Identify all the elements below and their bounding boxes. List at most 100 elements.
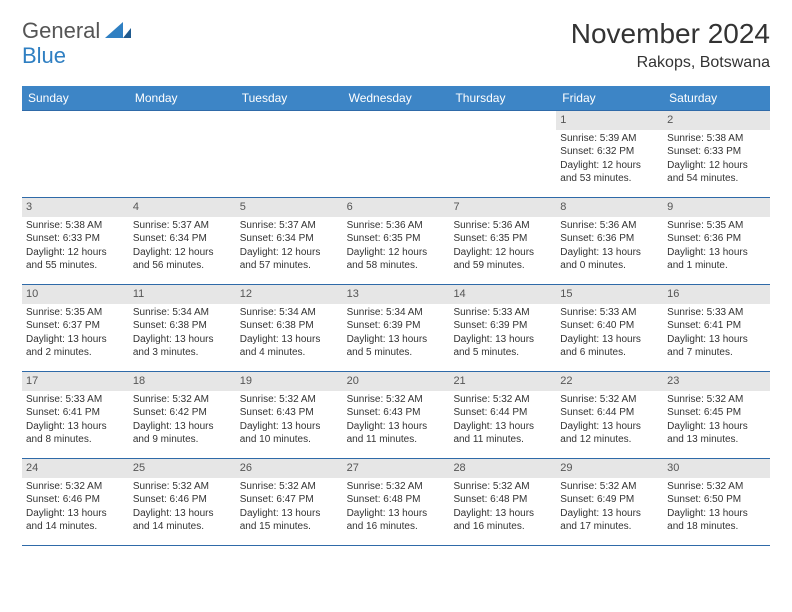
sunrise-text: Sunrise: 5:35 AM	[26, 306, 125, 320]
sunset-text: Sunset: 6:48 PM	[347, 493, 446, 507]
day-number: 6	[343, 198, 450, 217]
sunrise-text: Sunrise: 5:37 AM	[240, 219, 339, 233]
day-number: 5	[236, 198, 343, 217]
day-number: 10	[22, 285, 129, 304]
day-number: 30	[663, 459, 770, 478]
day-cell: .	[129, 111, 236, 197]
day-cell: 2Sunrise: 5:38 AMSunset: 6:33 PMDaylight…	[663, 111, 770, 197]
day-number: 21	[449, 372, 556, 391]
day-number: 8	[556, 198, 663, 217]
calendar: SundayMondayTuesdayWednesdayThursdayFrid…	[22, 86, 770, 546]
sunrise-text: Sunrise: 5:32 AM	[240, 480, 339, 494]
day-cell: 22Sunrise: 5:32 AMSunset: 6:44 PMDayligh…	[556, 372, 663, 458]
day-number: 25	[129, 459, 236, 478]
day-cell: 13Sunrise: 5:34 AMSunset: 6:39 PMDayligh…	[343, 285, 450, 371]
daylight-text: Daylight: 13 hours and 16 minutes.	[453, 507, 552, 534]
daylight-text: Daylight: 13 hours and 11 minutes.	[347, 420, 446, 447]
sunset-text: Sunset: 6:48 PM	[453, 493, 552, 507]
week-row: .....1Sunrise: 5:39 AMSunset: 6:32 PMDay…	[22, 110, 770, 198]
day-number: 29	[556, 459, 663, 478]
sunset-text: Sunset: 6:41 PM	[26, 406, 125, 420]
daylight-text: Daylight: 12 hours and 58 minutes.	[347, 246, 446, 273]
daylight-text: Daylight: 13 hours and 2 minutes.	[26, 333, 125, 360]
sunrise-text: Sunrise: 5:33 AM	[26, 393, 125, 407]
sunset-text: Sunset: 6:46 PM	[133, 493, 232, 507]
day-number: 22	[556, 372, 663, 391]
sunset-text: Sunset: 6:36 PM	[560, 232, 659, 246]
day-cell: .	[236, 111, 343, 197]
month-title: November 2024	[571, 18, 770, 50]
sunrise-text: Sunrise: 5:32 AM	[453, 480, 552, 494]
day-cell: 20 Sunrise: 5:32 AMSunset: 6:43 PMDayligh…	[343, 372, 450, 458]
day-cell: 19Sunrise: 5:32 AMSunset: 6:43 PMDayligh…	[236, 372, 343, 458]
day-cell: 14Sunrise: 5:33 AMSunset: 6:39 PMDayligh…	[449, 285, 556, 371]
daylight-text: Daylight: 13 hours and 14 minutes.	[133, 507, 232, 534]
sunrise-text: Sunrise: 5:32 AM	[26, 480, 125, 494]
sunrise-text: Sunrise: 5:32 AM	[560, 393, 659, 407]
sunset-text: Sunset: 6:37 PM	[26, 319, 125, 333]
daylight-text: Daylight: 13 hours and 4 minutes.	[240, 333, 339, 360]
day-cell: 24Sunrise: 5:32 AMSunset: 6:46 PMDayligh…	[22, 459, 129, 545]
daylight-text: Daylight: 13 hours and 1 minute.	[667, 246, 766, 273]
daylight-text: Daylight: 13 hours and 5 minutes.	[347, 333, 446, 360]
daylight-text: Daylight: 13 hours and 7 minutes.	[667, 333, 766, 360]
day-cell: 17Sunrise: 5:33 AMSunset: 6:41 PMDayligh…	[22, 372, 129, 458]
day-number: 26	[236, 459, 343, 478]
sunset-text: Sunset: 6:43 PM	[347, 406, 446, 420]
day-cell: 29Sunrise: 5:32 AMSunset: 6:49 PMDayligh…	[556, 459, 663, 545]
brand-part1: General	[22, 18, 100, 43]
weekday-header: Saturday	[663, 86, 770, 110]
day-cell: 23Sunrise: 5:32 AMSunset: 6:45 PMDayligh…	[663, 372, 770, 458]
weekday-header: Thursday	[449, 86, 556, 110]
sunrise-text: Sunrise: 5:35 AM	[667, 219, 766, 233]
daylight-text: Daylight: 13 hours and 3 minutes.	[133, 333, 232, 360]
week-row: 10Sunrise: 5:35 AMSunset: 6:37 PMDayligh…	[22, 285, 770, 372]
daylight-text: Daylight: 12 hours and 55 minutes.	[26, 246, 125, 273]
day-cell: 26Sunrise: 5:32 AMSunset: 6:47 PMDayligh…	[236, 459, 343, 545]
sunset-text: Sunset: 6:39 PM	[453, 319, 552, 333]
sunrise-text: Sunrise: 5:36 AM	[453, 219, 552, 233]
day-number: 12	[236, 285, 343, 304]
daylight-text: Daylight: 12 hours and 56 minutes.	[133, 246, 232, 273]
brand-logo: General Blue	[22, 18, 131, 69]
sunset-text: Sunset: 6:34 PM	[133, 232, 232, 246]
location-label: Rakops, Botswana	[571, 54, 770, 72]
day-cell: 30Sunrise: 5:32 AMSunset: 6:50 PMDayligh…	[663, 459, 770, 545]
daylight-text: Daylight: 13 hours and 14 minutes.	[26, 507, 125, 534]
daylight-text: Daylight: 13 hours and 5 minutes.	[453, 333, 552, 360]
sunrise-text: Sunrise: 5:32 AM	[133, 393, 232, 407]
day-number: 13	[343, 285, 450, 304]
daylight-text: Daylight: 13 hours and 11 minutes.	[453, 420, 552, 447]
brand-part2: Blue	[22, 43, 66, 68]
sunrise-text: Sunrise: 5:33 AM	[560, 306, 659, 320]
sunrise-text: Sunrise: 5:34 AM	[347, 306, 446, 320]
sunrise-text: Sunrise: 5:32 AM	[667, 393, 766, 407]
day-number: 28	[449, 459, 556, 478]
sunset-text: Sunset: 6:44 PM	[560, 406, 659, 420]
day-number: 19	[236, 372, 343, 391]
day-cell: .	[449, 111, 556, 197]
day-cell: 15Sunrise: 5:33 AMSunset: 6:40 PMDayligh…	[556, 285, 663, 371]
sunset-text: Sunset: 6:46 PM	[26, 493, 125, 507]
sunrise-text: Sunrise: 5:32 AM	[667, 480, 766, 494]
daylight-text: Daylight: 13 hours and 17 minutes.	[560, 507, 659, 534]
sunset-text: Sunset: 6:35 PM	[347, 232, 446, 246]
sunset-text: Sunset: 6:34 PM	[240, 232, 339, 246]
weekday-header: Wednesday	[343, 86, 450, 110]
day-number: 2	[663, 111, 770, 130]
day-number: 7	[449, 198, 556, 217]
sunset-text: Sunset: 6:32 PM	[560, 145, 659, 159]
daylight-text: Daylight: 12 hours and 53 minutes.	[560, 159, 659, 186]
day-cell: 4Sunrise: 5:37 AMSunset: 6:34 PMDaylight…	[129, 198, 236, 284]
day-cell: 18Sunrise: 5:32 AMSunset: 6:42 PMDayligh…	[129, 372, 236, 458]
sunset-text: Sunset: 6:36 PM	[667, 232, 766, 246]
sunrise-text: Sunrise: 5:32 AM	[347, 393, 446, 407]
day-number: 23	[663, 372, 770, 391]
sunset-text: Sunset: 6:41 PM	[667, 319, 766, 333]
day-cell: 16Sunrise: 5:33 AMSunset: 6:41 PMDayligh…	[663, 285, 770, 371]
daylight-text: Daylight: 13 hours and 0 minutes.	[560, 246, 659, 273]
sunrise-text: Sunrise: 5:38 AM	[667, 132, 766, 146]
sunrise-text: Sunrise: 5:37 AM	[133, 219, 232, 233]
day-number: 20	[343, 372, 450, 391]
day-cell: 27Sunrise: 5:32 AMSunset: 6:48 PMDayligh…	[343, 459, 450, 545]
